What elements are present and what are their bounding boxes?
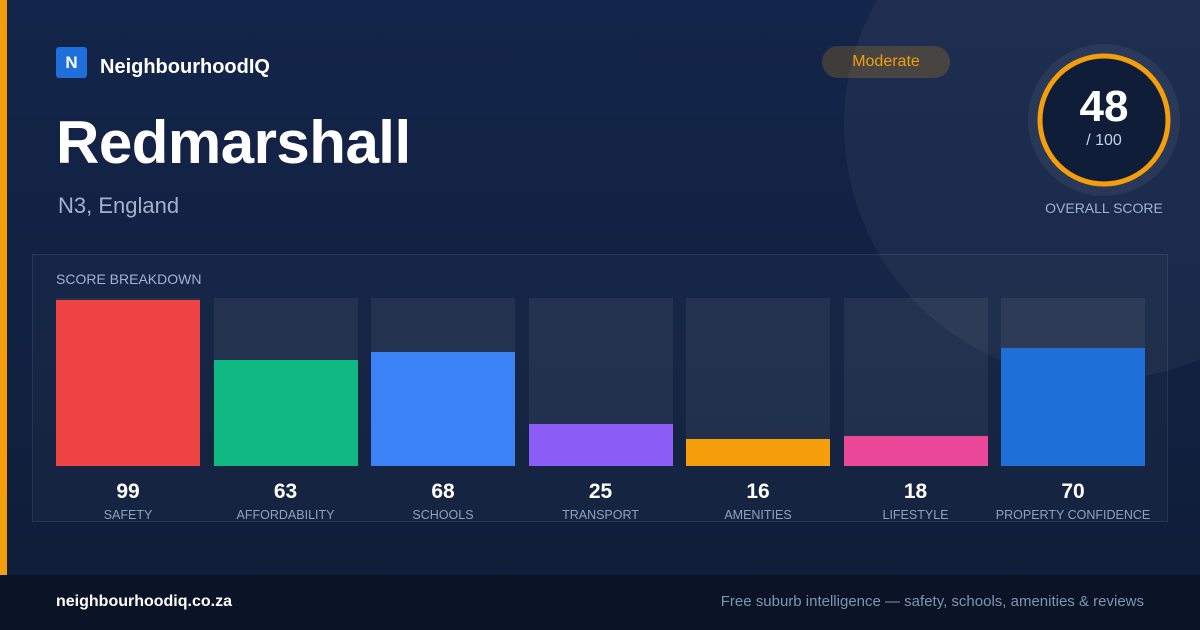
rating-badge: Moderate	[822, 46, 950, 78]
bar-value-safety: 99	[116, 480, 140, 503]
score-breakdown-panel	[32, 254, 1168, 522]
bar-value-transport: 25	[588, 480, 613, 503]
bar-schools	[371, 351, 515, 466]
bar-value-property-confidence: 70	[1061, 480, 1085, 503]
brand-name: NeighbourhoodIQ	[100, 56, 270, 78]
bar-label-lifestyle: LIFESTYLE	[882, 508, 949, 522]
footer-tagline: Free suburb intelligence — safety, schoo…	[720, 593, 1144, 610]
score-breakdown-title: SCORE BREAKDOWN	[56, 271, 202, 287]
bar-affordability	[213, 360, 358, 466]
brand[interactable]: N NeighbourhoodIQ	[56, 46, 270, 79]
bar-label-affordability: AFFORDABILITY	[236, 508, 335, 522]
bar-transport	[528, 424, 673, 466]
overall-score-ring	[1028, 44, 1180, 196]
overall-score-value: 48	[1079, 82, 1129, 131]
footer-url-link[interactable]: neighbourhoodiq.co.za	[56, 593, 232, 610]
bar-track-amenities	[686, 298, 830, 466]
place-region: N3, England	[58, 193, 180, 218]
overall-score-label: OVERALL SCORE	[1045, 200, 1163, 216]
bar-value-schools: 68	[431, 480, 455, 503]
bar-amenities	[686, 439, 830, 466]
bar-label-transport: TRANSPORT	[562, 508, 639, 522]
bar-value-affordability: 63	[273, 480, 298, 503]
accent-bar	[0, 0, 7, 575]
bar-value-amenities: 16	[746, 480, 770, 503]
bar-label-safety: SAFETY	[103, 508, 153, 522]
overall-score-max: / 100	[1086, 132, 1122, 149]
bar-value-lifestyle: 18	[903, 480, 928, 503]
bar-label-property-confidence: PROPERTY CONFIDENCE	[995, 508, 1151, 522]
bar-lifestyle	[843, 435, 988, 466]
bar-safety	[56, 299, 200, 466]
bar-property-confidence	[1001, 348, 1145, 466]
bar-label-schools: SCHOOLS	[412, 508, 474, 522]
footer	[0, 575, 1200, 630]
brand-logo-icon: N	[56, 47, 87, 78]
bar-label-amenities: AMENITIES	[724, 508, 792, 522]
place-name: Redmarshall	[56, 109, 411, 176]
overall-score-arc	[1037, 53, 1171, 187]
